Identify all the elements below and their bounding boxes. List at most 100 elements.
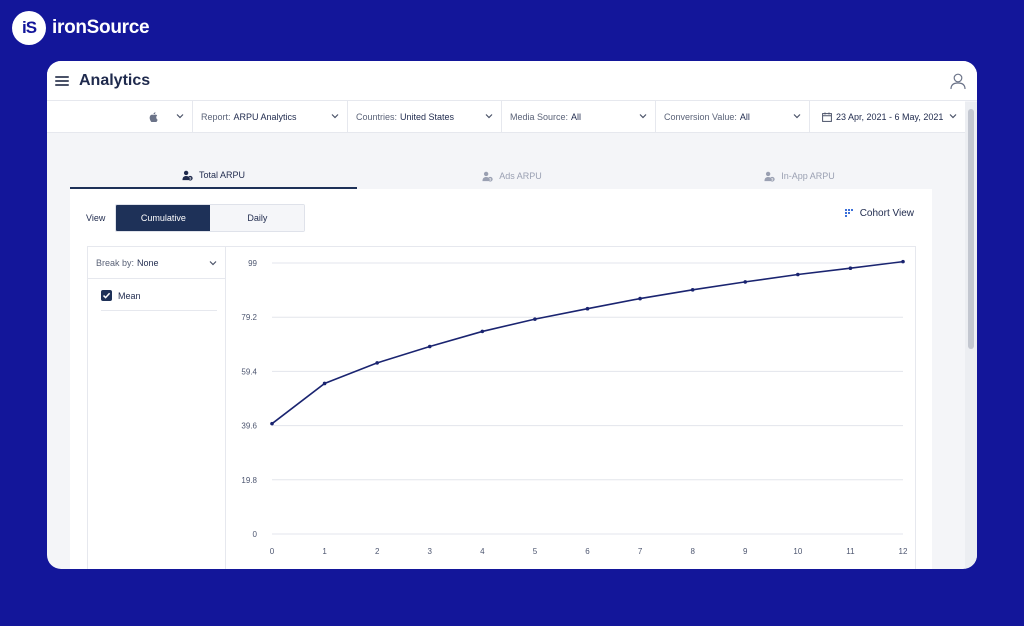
- data-point: [533, 317, 537, 321]
- conversion-value-filter-label: Conversion Value:: [664, 111, 737, 122]
- x-tick-label: 4: [480, 547, 485, 556]
- x-tick-label: 11: [846, 547, 855, 556]
- cohort-icon: [844, 208, 853, 217]
- break-by-label: Break by:: [96, 257, 135, 268]
- countries-filter-label: Countries:: [356, 111, 398, 122]
- ironsource-logo: iS: [12, 11, 46, 45]
- chevron-down-icon: [949, 114, 957, 119]
- data-point: [427, 344, 432, 349]
- scrollbar-thumb[interactable]: [968, 109, 974, 349]
- svg-text:$: $: [189, 176, 191, 180]
- x-tick-label: 3: [428, 547, 433, 556]
- x-tick-label: 5: [533, 547, 538, 556]
- mean-checkbox[interactable]: [101, 290, 112, 301]
- media-source-filter-value: All: [571, 111, 582, 122]
- y-tick-label: 59.4: [241, 367, 257, 376]
- y-tick-label: 79.2: [241, 313, 257, 322]
- tab-total-arpu-label: Total ARPU: [198, 170, 246, 180]
- view-toggle: View Cumulative Daily: [86, 204, 306, 232]
- data-point: [480, 329, 485, 334]
- tab-bar: $ Total ARPU $ Ads ARPU $ In-App ARPU: [70, 163, 932, 189]
- chevron-down-icon: [485, 114, 493, 119]
- breakdown-panel: Break by: None Mean: [88, 247, 226, 569]
- data-point: [796, 272, 800, 277]
- tab-in-app-arpu[interactable]: $ In-App ARPU: [667, 163, 932, 189]
- tab-ads-arpu[interactable]: $ Ads ARPU: [357, 163, 667, 189]
- user-dollar-icon: $: [764, 171, 775, 181]
- data-point: [375, 361, 379, 365]
- date-range-filter[interactable]: 23 Apr, 2021 - 6 May, 2021: [809, 101, 965, 132]
- chevron-down-icon: [209, 261, 217, 266]
- user-icon[interactable]: [949, 72, 967, 90]
- break-by-value: None: [137, 257, 159, 268]
- check-icon: [102, 292, 111, 299]
- x-tick-label: 6: [585, 547, 590, 556]
- x-tick-label: 12: [899, 547, 908, 556]
- media-source-filter-label: Media Source:: [510, 111, 569, 122]
- y-tick-label: 39.6: [241, 422, 257, 431]
- platform-filter[interactable]: [47, 101, 192, 132]
- chart-container: Break by: None Mean 0 19.8 39.6 59.4 79.2 99 0…: [87, 246, 916, 569]
- data-point: [690, 288, 695, 292]
- user-dollar-icon: $: [482, 171, 493, 181]
- view-segmented-control: Cumulative Daily: [115, 204, 306, 232]
- tab-total-arpu[interactable]: $ Total ARPU: [70, 163, 357, 189]
- brand-name: ironSource: [52, 17, 150, 38]
- calendar-icon: [822, 112, 832, 122]
- data-point: [743, 280, 748, 284]
- data-point: [270, 421, 274, 426]
- report-filter-value: ARPU Analytics: [233, 111, 297, 122]
- y-tick-label: 0: [253, 530, 258, 539]
- daily-button[interactable]: Daily: [210, 205, 305, 231]
- data-point: [322, 381, 327, 386]
- conversion-value-filter[interactable]: Conversion Value: All: [655, 101, 809, 132]
- user-dollar-icon: $: [182, 170, 193, 180]
- hamburger-icon[interactable]: [55, 75, 69, 86]
- x-tick-label: 9: [743, 547, 748, 556]
- data-point: [901, 259, 905, 264]
- break-by-dropdown[interactable]: Break by: None: [88, 247, 225, 279]
- legend-item-mean[interactable]: Mean: [101, 290, 217, 311]
- chevron-down-icon: [176, 114, 184, 119]
- tab-ads-arpu-label: Ads ARPU: [499, 171, 542, 181]
- chevron-down-icon: [331, 114, 339, 119]
- data-point: [848, 266, 853, 271]
- line-chart: 0 19.8 39.6 59.4 79.2 99 0 1 2 3 4 5 6 7 8 9 10 11 12: [227, 247, 916, 569]
- x-tick-label: 8: [690, 547, 695, 556]
- tab-in-app-arpu-label: In-App ARPU: [781, 171, 835, 181]
- x-tick-label: 0: [270, 547, 275, 556]
- x-tick-label: 1: [322, 547, 327, 556]
- filter-bar: Report: ARPU Analytics Countries: United…: [47, 101, 965, 133]
- svg-text:$: $: [489, 177, 491, 181]
- legend-label-mean: Mean: [118, 290, 141, 301]
- date-range-value: 23 Apr, 2021 - 6 May, 2021: [836, 111, 944, 122]
- view-label: View: [86, 213, 106, 223]
- report-filter[interactable]: Report: ARPU Analytics: [192, 101, 347, 132]
- media-source-filter[interactable]: Media Source: All: [501, 101, 655, 132]
- apple-icon: [149, 111, 158, 122]
- data-point: [585, 306, 590, 311]
- x-tick-label: 2: [375, 547, 380, 556]
- report-filter-label: Report:: [201, 111, 231, 122]
- brand: iS ironSource: [12, 11, 150, 45]
- app-window: Analytics Report: ARPU Analytics Countri…: [47, 61, 977, 569]
- analytics-panel: View Cumulative Daily Cohort View Break …: [70, 189, 932, 569]
- conversion-value-filter-value: All: [739, 111, 750, 122]
- cohort-view-button[interactable]: Cohort View: [844, 208, 914, 219]
- page-title: Analytics: [79, 71, 151, 89]
- cumulative-button[interactable]: Cumulative: [116, 205, 211, 231]
- header: Analytics: [47, 61, 977, 101]
- x-tick-label: 7: [638, 547, 643, 556]
- chevron-down-icon: [793, 114, 801, 119]
- svg-text:$: $: [771, 177, 773, 181]
- x-tick-label: 10: [793, 547, 802, 556]
- chevron-down-icon: [639, 114, 647, 119]
- y-tick-label: 19.8: [241, 476, 257, 485]
- countries-filter-value: United States: [400, 111, 455, 122]
- data-point: [638, 296, 642, 301]
- countries-filter[interactable]: Countries: United States: [347, 101, 501, 132]
- cohort-view-label: Cohort View: [859, 208, 914, 219]
- series-line-mean: [271, 260, 904, 425]
- y-tick-label: 99: [248, 259, 257, 268]
